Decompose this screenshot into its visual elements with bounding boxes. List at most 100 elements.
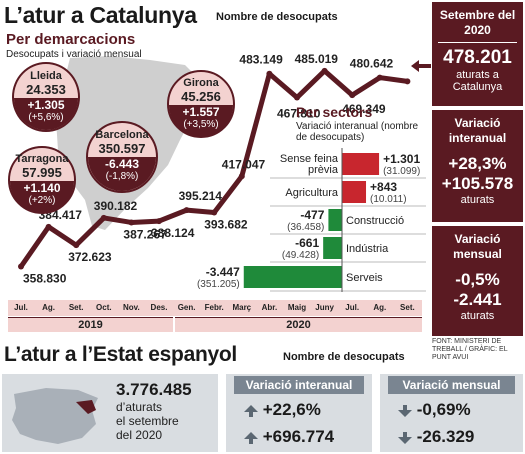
sidebar-interanual-abs: +105.578	[441, 174, 514, 193]
sector-total-label: (49.428)	[282, 250, 319, 261]
line-value-label: 393.682	[204, 217, 248, 231]
month-label: Jul.	[345, 303, 360, 312]
sector-bar	[328, 209, 342, 231]
espanya-total-label: d’aturats el setembre del 2020	[116, 400, 179, 442]
line-point	[404, 78, 411, 85]
espanya-interanual-title: Variació interanual	[234, 376, 364, 394]
espanya-mensual-abs: -26.329	[416, 427, 475, 446]
line-value-label: 485.019	[295, 52, 339, 66]
line-point	[294, 94, 300, 101]
sidebar-month-title: Setembre del 2020	[439, 8, 516, 37]
espanya-title: L’atur a l’Estat espanyol	[4, 343, 237, 366]
barcelona-name: Barcelona	[95, 129, 149, 141]
arrow-up-icon	[244, 404, 258, 417]
espanya-total-label-1: d’aturats	[116, 400, 163, 414]
month-label: Nov.	[123, 303, 140, 312]
sidebar-interanual-title: Variació interanual	[448, 116, 507, 145]
sector-value-label: -661	[295, 236, 319, 250]
page-title: L’atur a Catalunya	[4, 2, 197, 28]
espanya-interanual-abs: +696.774	[262, 427, 335, 446]
month-label: Juny	[315, 303, 334, 312]
espanya-mensual-title: Variació mensual	[388, 376, 515, 394]
sidebar-mensual-title: Variació mensual	[453, 232, 502, 261]
sector-bar	[323, 237, 342, 259]
espanya-subtitle: Nombre de desocupats	[283, 351, 405, 363]
sectors-subtitle: Variació interanual (nombre de desocupat…	[296, 121, 419, 143]
sector-bar	[342, 181, 367, 203]
girona-name: Girona	[183, 77, 219, 89]
circle-barcelona: Barcelona 350.597 -6.443 (-1,8%)	[86, 121, 158, 193]
espanya-total-box: 3.776.485 d’aturats el setembre del 2020	[2, 374, 218, 452]
girona-pct: (+3,5%)	[183, 119, 219, 130]
sector-category-label: Agricultura	[285, 187, 338, 199]
month-label: Març	[232, 303, 252, 312]
girona-value: 45.256	[181, 89, 221, 104]
espanya-mensual-pct-row: -0,69%	[398, 400, 471, 420]
line-value-label: 358.830	[23, 272, 67, 286]
line-point	[73, 242, 80, 249]
sector-value-label: -3.447	[206, 265, 240, 279]
sector-category-label: Indústria	[346, 243, 389, 255]
pointer-arrow-icon	[411, 60, 431, 72]
barcelona-pct: (-1,8%)	[105, 171, 139, 182]
line-value-label: 387.267	[123, 227, 167, 241]
sector-value-label: -477	[300, 208, 324, 222]
sector-value-label: +843	[370, 180, 397, 194]
demarcacions-title: Per demarcacions	[6, 31, 136, 48]
line-value-label: 395.214	[179, 189, 223, 203]
espanya-interanual-pct: +22,6%	[262, 400, 321, 419]
sidebar-divider	[438, 42, 517, 43]
espanya-mensual-abs-row: -26.329	[398, 427, 474, 447]
circle-girona: Girona 45.256 +1.557 (+3,5%)	[167, 70, 235, 138]
arrow-down-icon	[398, 431, 412, 444]
month-label: Set.	[68, 303, 84, 312]
line-value-label: 372.623	[68, 250, 112, 264]
arrow-down-icon	[398, 404, 412, 417]
circle-tarragona: Tarragona 57.995 +1.140 (+2%)	[8, 146, 76, 214]
page-subtitle: Nombre de desocupats	[216, 11, 338, 23]
year-2019: 2019	[8, 317, 173, 332]
month-label: Set.	[400, 303, 415, 312]
sector-total-label: (351.205)	[197, 279, 240, 290]
line-point	[183, 207, 190, 214]
line-point	[376, 74, 383, 81]
tarragona-name: Tarragona	[15, 153, 69, 165]
sidebar-total: 478.201	[443, 47, 512, 68]
source-note: FONT: MINISTERI DE TREBALL / GRÀFIC: EL …	[432, 338, 508, 361]
line-value-label: 469.349	[342, 102, 386, 116]
sector-category-label: Construcció	[346, 215, 404, 227]
sector-value-label: +1.301	[383, 152, 420, 166]
sector-total-label: (31.099)	[383, 166, 420, 177]
line-point	[45, 223, 52, 230]
line-value-label: 390.182	[94, 199, 138, 213]
lleida-change: +1.305	[27, 98, 65, 112]
sidebar-interanual-unit: aturats	[460, 194, 495, 206]
line-point	[18, 263, 24, 270]
month-label: Oct.	[96, 303, 112, 312]
sidebar-mensual-abs: -2.441	[453, 290, 502, 309]
espanya-interanual-abs-row: +696.774	[244, 427, 334, 447]
sector-category-label: Serveis	[346, 272, 383, 284]
spain-map	[12, 388, 98, 444]
tarragona-value: 57.995	[22, 165, 62, 180]
espanya-interanual-pct-row: +22,6%	[244, 400, 321, 420]
line-point	[211, 209, 218, 216]
sectors-chart: Sense feina prèvia +1.301(31.099) Agricultu…	[197, 148, 426, 292]
month-label: Ag.	[42, 303, 56, 312]
line-value-label: 467.810	[277, 107, 321, 121]
sector-total-label: (10.011)	[370, 194, 407, 205]
sector-total-label: (36.458)	[287, 222, 324, 233]
line-value-label: 483.149	[239, 53, 283, 67]
line-point	[349, 92, 356, 99]
sidebar-interanual-pct: +28,3%	[448, 154, 507, 173]
month-label: Febr.	[204, 303, 224, 312]
barcelona-change: -6.443	[104, 157, 140, 171]
month-label: Des.	[150, 303, 168, 312]
month-label: Jul.	[14, 303, 28, 312]
lleida-value: 24.353	[26, 82, 66, 97]
sidebar-total-label: aturats a Catalunya	[452, 69, 503, 93]
tarragona-change: +1.140	[23, 181, 61, 195]
sidebar-total-box: Setembre del 2020 478.201 aturats a Cata…	[432, 2, 523, 106]
sectors-title: Per sectors	[296, 104, 373, 120]
sidebar-mensual-box: Variació mensual -0,5% -2.441 aturats	[432, 226, 523, 336]
